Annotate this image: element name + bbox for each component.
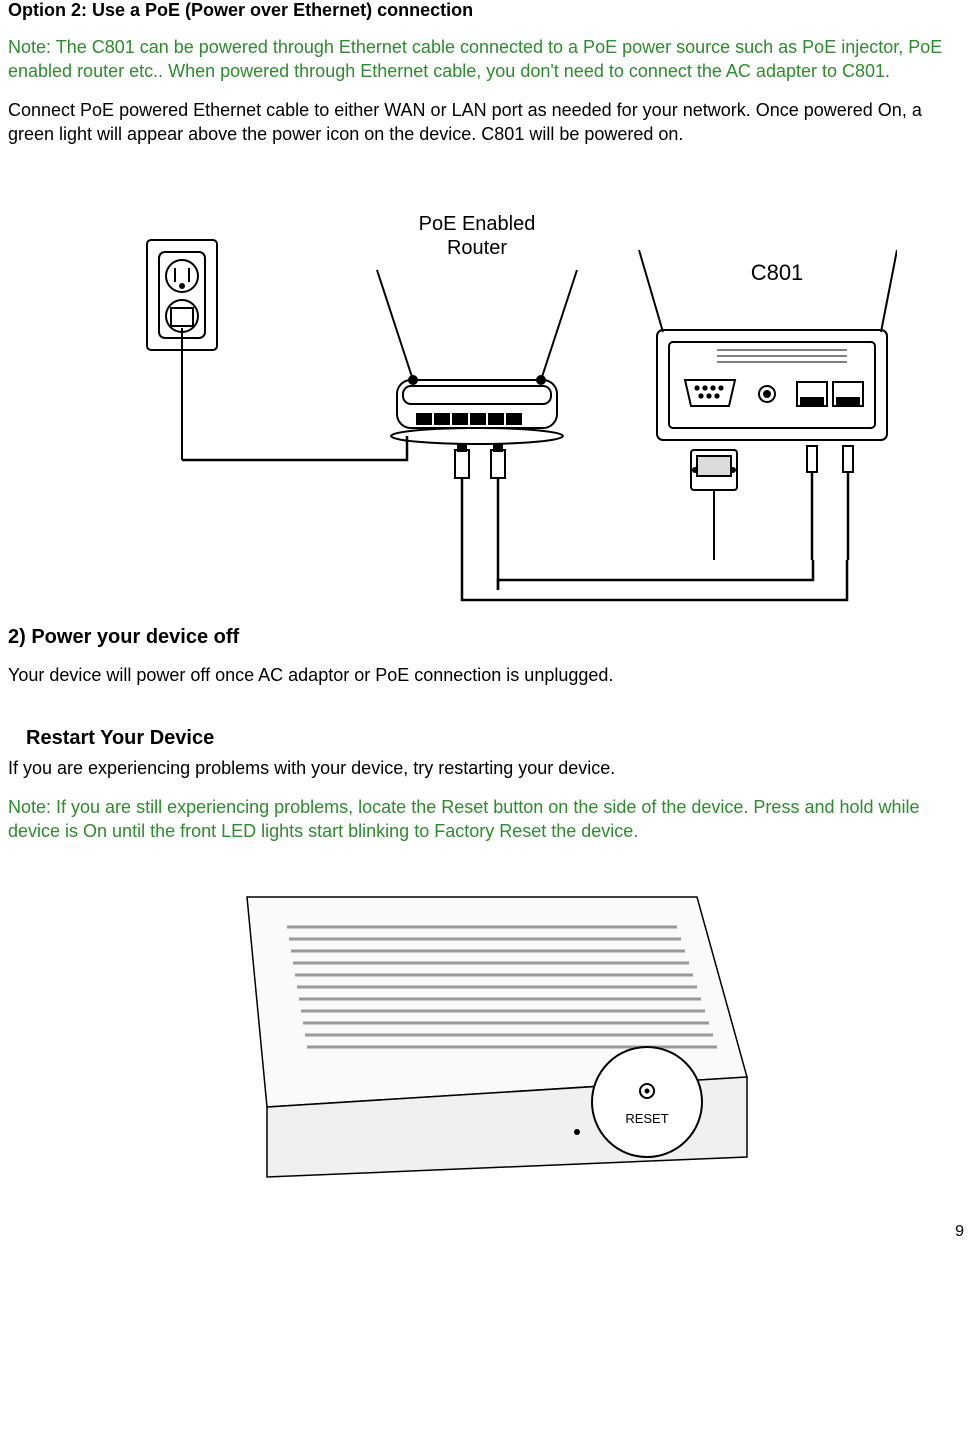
restart-note: Note: If you are still experiencing prob… <box>8 795 966 844</box>
reset-hole-dot <box>645 1089 650 1094</box>
poe-router-label-line1: PoE Enabled <box>419 213 536 235</box>
restart-heading: Restart Your Device <box>26 727 966 750</box>
poe-router-icon <box>377 270 577 444</box>
router-plug-right <box>491 444 505 590</box>
step2-heading: 2) Power your device off <box>8 626 966 649</box>
c801-plug-2 <box>843 446 853 560</box>
restart-paragraph: If you are experiencing problems with yo… <box>8 756 966 780</box>
option2-paragraph: Connect PoE powered Ethernet cable to ei… <box>8 98 966 147</box>
router-plug-left <box>455 444 469 590</box>
reset-diagram-svg: RESET <box>207 857 767 1197</box>
c801-label: C801 <box>751 260 804 285</box>
reset-label: RESET <box>625 1111 668 1126</box>
cable-router-to-c801-inner <box>498 560 813 590</box>
reset-diagram: RESET <box>8 857 966 1197</box>
cable-outlet-to-router <box>182 436 407 460</box>
poe-diagram: PoE Enabled Router <box>8 160 966 620</box>
reset-callout-circle <box>592 1047 702 1157</box>
page-number: 9 <box>955 1223 964 1241</box>
step2-paragraph: Your device will power off once AC adapt… <box>8 663 966 687</box>
c801-serial-plug <box>691 450 737 560</box>
c801-plug-1 <box>807 446 817 560</box>
poe-diagram-svg: PoE Enabled Router <box>77 160 897 620</box>
option2-heading: Option 2: Use a PoE (Power over Ethernet… <box>8 0 966 21</box>
poe-router-label-line2: Router <box>447 237 507 259</box>
reset-hole-on-device <box>574 1129 580 1135</box>
option2-note: Note: The C801 can be powered through Et… <box>8 35 966 84</box>
